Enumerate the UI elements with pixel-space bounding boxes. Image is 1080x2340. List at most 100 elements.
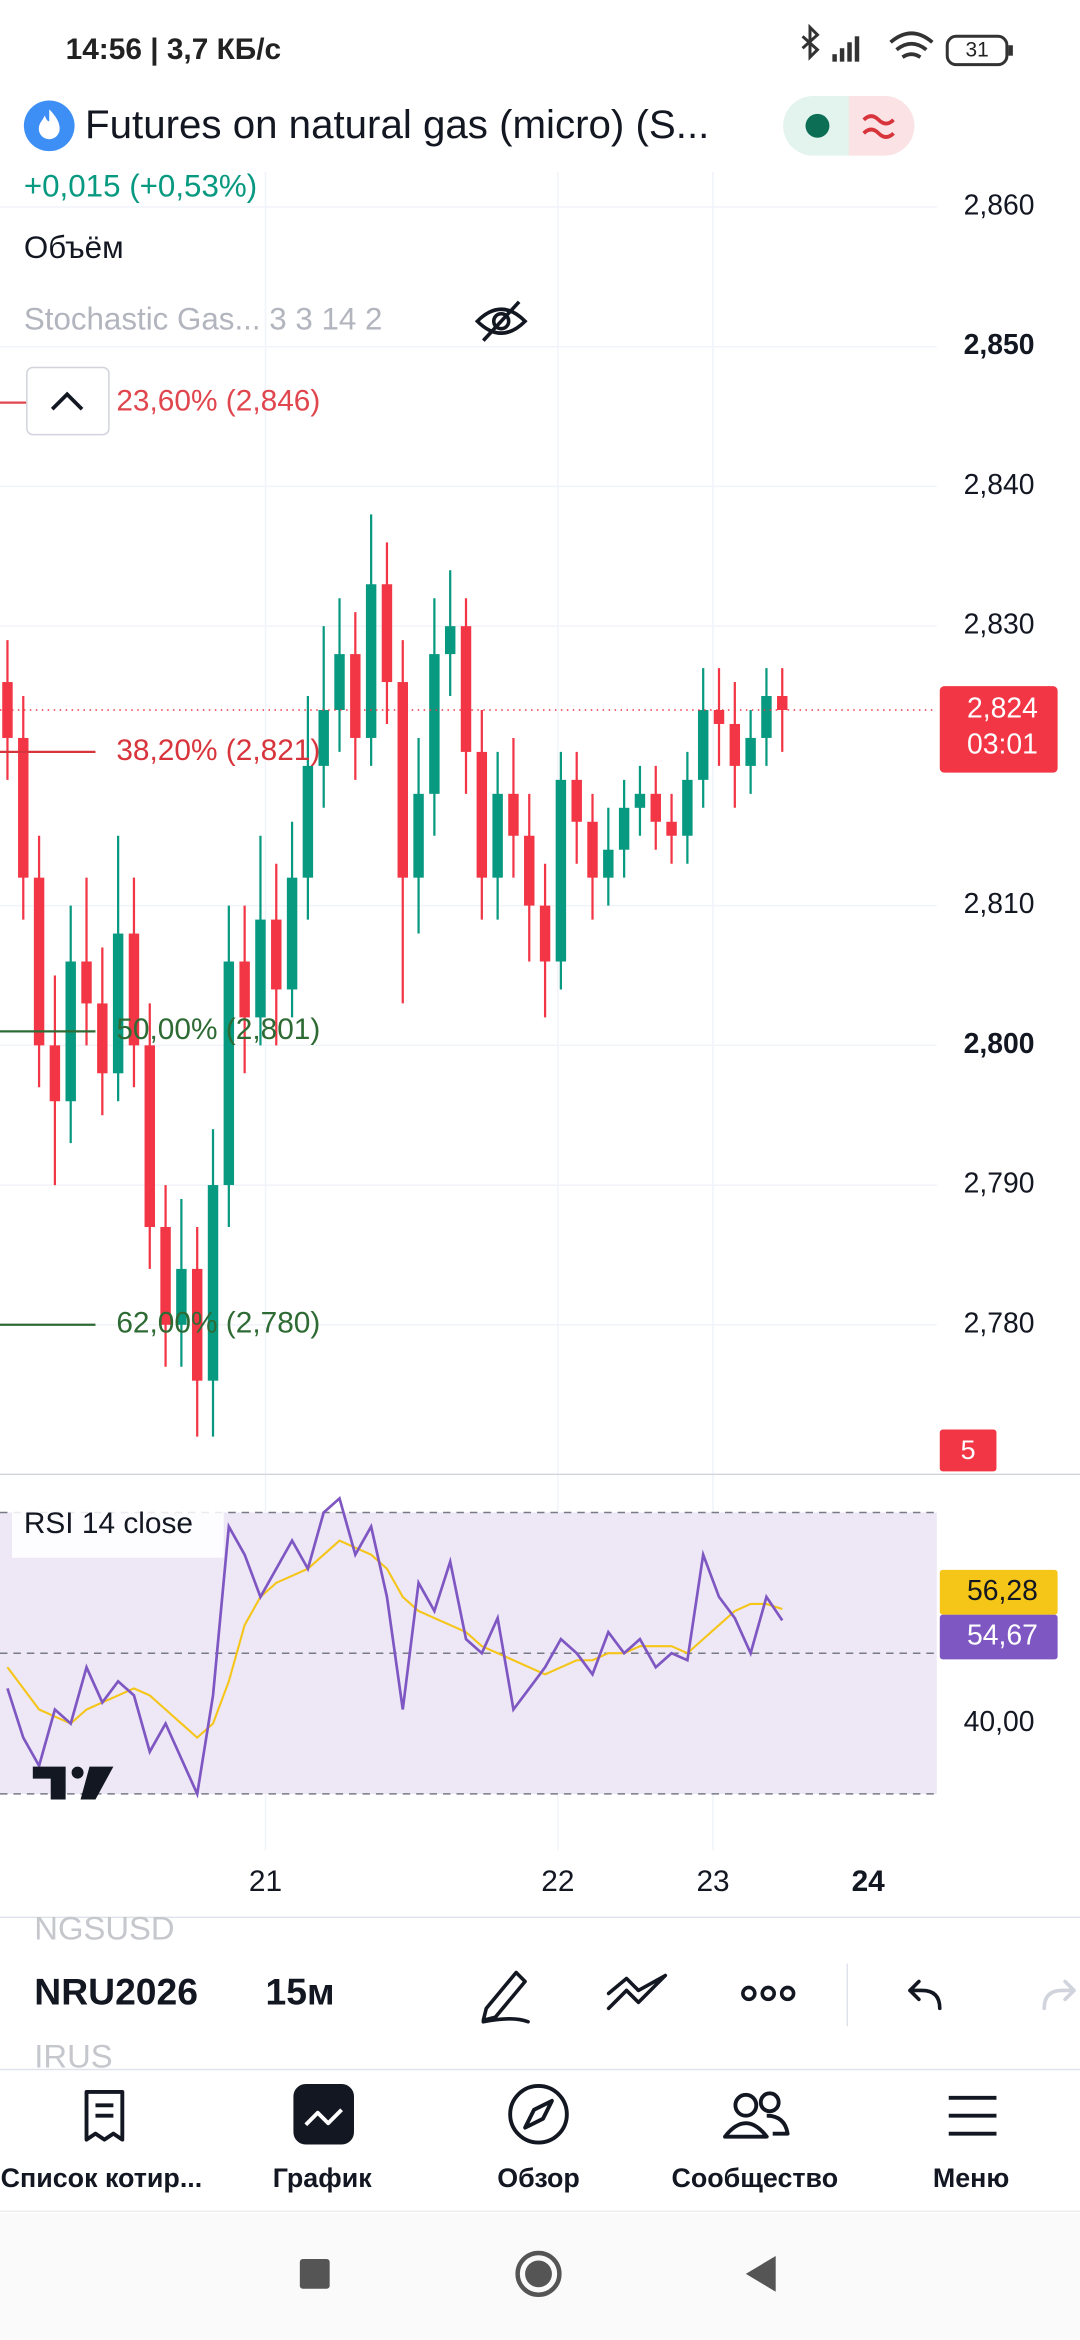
candle-body: [429, 654, 440, 794]
nav-labels: Список котир... График Обзор Сообщество Меню: [1, 2163, 1010, 2193]
candle-body: [97, 1003, 108, 1074]
line-tool[interactable]: [606, 1973, 668, 2011]
symbol[interactable]: NRU2026: [34, 1971, 198, 2013]
volume-badge-box: [939, 1429, 997, 1472]
candle-body: [144, 1045, 155, 1227]
community-icon[interactable]: [723, 2091, 790, 2139]
candle-body: [444, 626, 456, 655]
candle-body: [571, 779, 582, 822]
battery-level: 31: [965, 39, 988, 62]
candle-body: [128, 933, 140, 1046]
flame-icon: [38, 109, 60, 140]
candle-body: [413, 793, 424, 878]
explore-icon[interactable]: [508, 2083, 569, 2145]
candle-body: [492, 793, 503, 878]
x-tick-label: 21: [249, 1865, 282, 1898]
indicator-label[interactable]: Stochastic Gas... 3 3 14 2: [24, 301, 383, 336]
candle-body: [666, 821, 677, 836]
candle-body: [777, 696, 788, 710]
candle-body: [350, 654, 361, 738]
nav-label[interactable]: Меню: [933, 2163, 1009, 2193]
candle-body: [761, 696, 772, 738]
end-label: 56,28: [967, 1575, 1038, 1607]
home-button[interactable]: [515, 2250, 562, 2297]
x-tick-label: 23: [696, 1865, 729, 1898]
fib-label: 50,00% (2,801): [116, 1013, 320, 1046]
candle-body: [33, 877, 45, 1046]
fib-label: 23,60% (2,846): [116, 384, 320, 417]
watchlist-icon[interactable]: [84, 2089, 125, 2142]
candle-body: [223, 961, 235, 1186]
draw-tool[interactable]: [481, 1970, 530, 2024]
candle-body: [318, 709, 329, 766]
last-price-label: 2,824: [967, 692, 1038, 724]
status-icons: [801, 23, 1013, 67]
end-label: 54,67: [967, 1620, 1038, 1652]
candle-body: [603, 849, 614, 878]
candle-body: [508, 793, 519, 836]
interval[interactable]: 15м: [266, 1971, 335, 2013]
end-label-box: [939, 1569, 1058, 1615]
y-tick-label: 40,00: [964, 1706, 1035, 1738]
next-symbol[interactable]: IRUS: [34, 2038, 112, 2075]
candle-body: [49, 1045, 61, 1102]
tv-logo: [32, 1766, 114, 1800]
collapse-button[interactable]: [26, 366, 110, 436]
menu-icon[interactable]: [948, 2095, 997, 2136]
more-button[interactable]: [741, 1985, 796, 2002]
candle-body: [682, 779, 693, 836]
end-label-box: [939, 1614, 1058, 1660]
candle-body: [555, 779, 567, 962]
candle-body: [112, 933, 124, 1074]
nav-label[interactable]: Обзор: [497, 2163, 580, 2193]
candle-body: [524, 835, 535, 906]
home-button-inner: [525, 2260, 552, 2288]
back-button[interactable]: [745, 2255, 776, 2292]
candle-body: [286, 877, 298, 990]
nav-label[interactable]: График: [273, 2163, 373, 2193]
legend-label[interactable]: RSI 14 close: [24, 1507, 193, 1540]
candle-body: [539, 905, 551, 962]
candle-body: [176, 1268, 187, 1325]
candle-body: [587, 821, 598, 878]
status-time: 14:56 | 3,7 КБ/с: [66, 33, 281, 66]
candle-body: [302, 765, 314, 878]
price-change: +0,015 (+0,53%): [24, 169, 257, 204]
candle-body: [239, 961, 250, 1018]
candle-body: [460, 626, 472, 752]
undo-button[interactable]: [908, 1979, 942, 2011]
legend-box: [11, 1501, 224, 1558]
candle-body: [255, 919, 266, 1018]
x-tick-label: 24: [852, 1865, 886, 1898]
prev-symbol[interactable]: NGSUSD: [34, 1909, 174, 1946]
candle-body: [271, 919, 282, 990]
hide-icon[interactable]: [474, 300, 528, 342]
volume-label[interactable]: Объём: [24, 230, 124, 265]
last-price-box: [939, 686, 1058, 773]
candle-body: [381, 584, 393, 683]
y-tick-label: 2,780: [964, 1307, 1035, 1339]
x-tick-label: 22: [541, 1865, 574, 1898]
candle-body: [713, 709, 725, 724]
nav-label[interactable]: Сообщество: [672, 2163, 839, 2193]
volume-badge: 5: [961, 1435, 976, 1465]
y-tick-label: 2,810: [964, 888, 1035, 920]
rsi-chart: 40,00 54,67 56,28 RSI 14 close 21 22 23 24: [0, 1495, 1058, 1898]
rsi-line: [6, 1539, 783, 1740]
symbol-title[interactable]: Futures on natural gas (micro) (S...: [85, 102, 709, 147]
y-tick-label: 2,790: [964, 1168, 1035, 1200]
candle-body: [634, 793, 646, 808]
candle-body: [618, 807, 630, 850]
y-tick-label: 2,850: [964, 329, 1035, 361]
candle-body: [745, 737, 756, 766]
candle-body: [334, 654, 345, 710]
candle-body: [191, 1268, 203, 1381]
recents-button[interactable]: [299, 2258, 330, 2289]
status-pill[interactable]: [783, 95, 915, 156]
candle-body: [650, 793, 661, 822]
redo-button[interactable]: [1042, 1979, 1076, 2011]
chart-icon[interactable]: [293, 2083, 354, 2145]
y-tick-label: 2,860: [964, 189, 1035, 221]
nav-label[interactable]: Список котир...: [1, 2163, 203, 2193]
